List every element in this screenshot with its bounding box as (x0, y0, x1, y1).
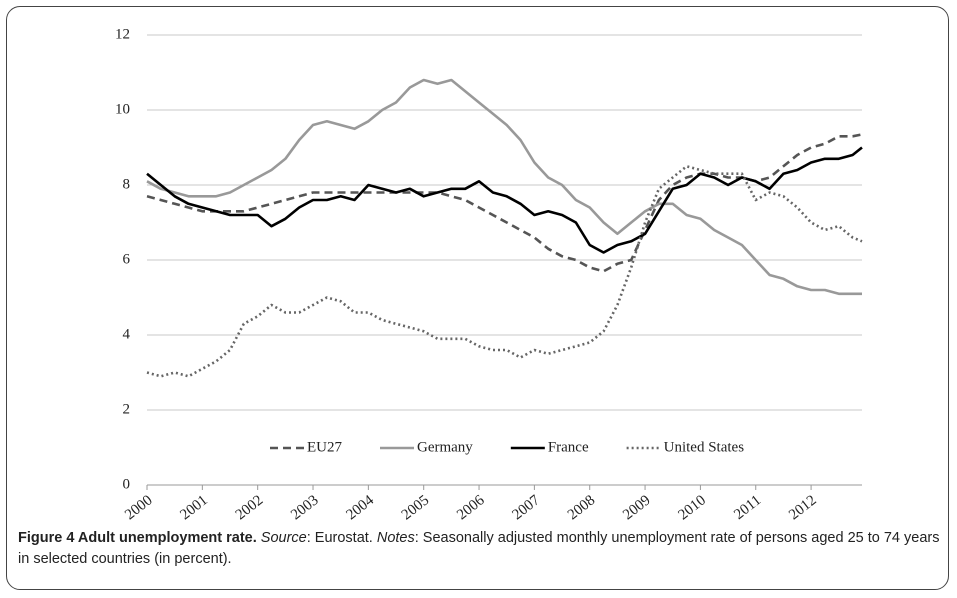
y-tick-label: 2 (123, 401, 131, 417)
x-tick-label: 2004 (343, 492, 377, 523)
x-tick-label: 2006 (454, 492, 488, 523)
x-tick-label: 2003 (288, 492, 321, 523)
x-tick-label: 2007 (509, 492, 543, 523)
caption: Figure 4 Adult unemployment rate. Source… (18, 528, 943, 570)
source-label: Source (260, 530, 307, 546)
x-tick-label: 2009 (620, 492, 653, 523)
x-tick-label: 2012 (786, 492, 819, 523)
y-tick-label: 12 (115, 26, 130, 42)
y-tick-label: 8 (123, 176, 131, 192)
legend-label: France (548, 439, 589, 455)
series-line (146, 133, 863, 273)
series-line (146, 78, 862, 296)
frame (6, 6, 949, 590)
x-tick-label: 2005 (399, 492, 432, 523)
y-tick-label: 4 (123, 326, 131, 342)
y-tick-label: 0 (123, 476, 131, 492)
source-text: : Eurostat. (306, 530, 373, 546)
y-tick-label: 6 (123, 251, 131, 267)
legend-label: United States (664, 439, 745, 455)
legend-label: Germany (417, 439, 473, 455)
x-tick-label: 2001 (177, 492, 210, 523)
series-line (146, 165, 863, 378)
notes-label: Notes (376, 530, 415, 546)
series-line (146, 146, 863, 254)
y-tick-label: 10 (115, 101, 130, 117)
caption-title: Figure 4 Adult unemployment rate. (18, 530, 257, 546)
x-tick-label: 2011 (731, 492, 764, 523)
x-tick-label: 2002 (233, 492, 266, 523)
x-tick-label: 2000 (122, 492, 155, 523)
legend-label: EU27 (307, 439, 342, 455)
notes-text: : Seasonally adjusted monthly unemployme… (18, 530, 940, 567)
x-tick-label: 2008 (565, 492, 598, 523)
x-tick-label: 2010 (675, 492, 708, 523)
